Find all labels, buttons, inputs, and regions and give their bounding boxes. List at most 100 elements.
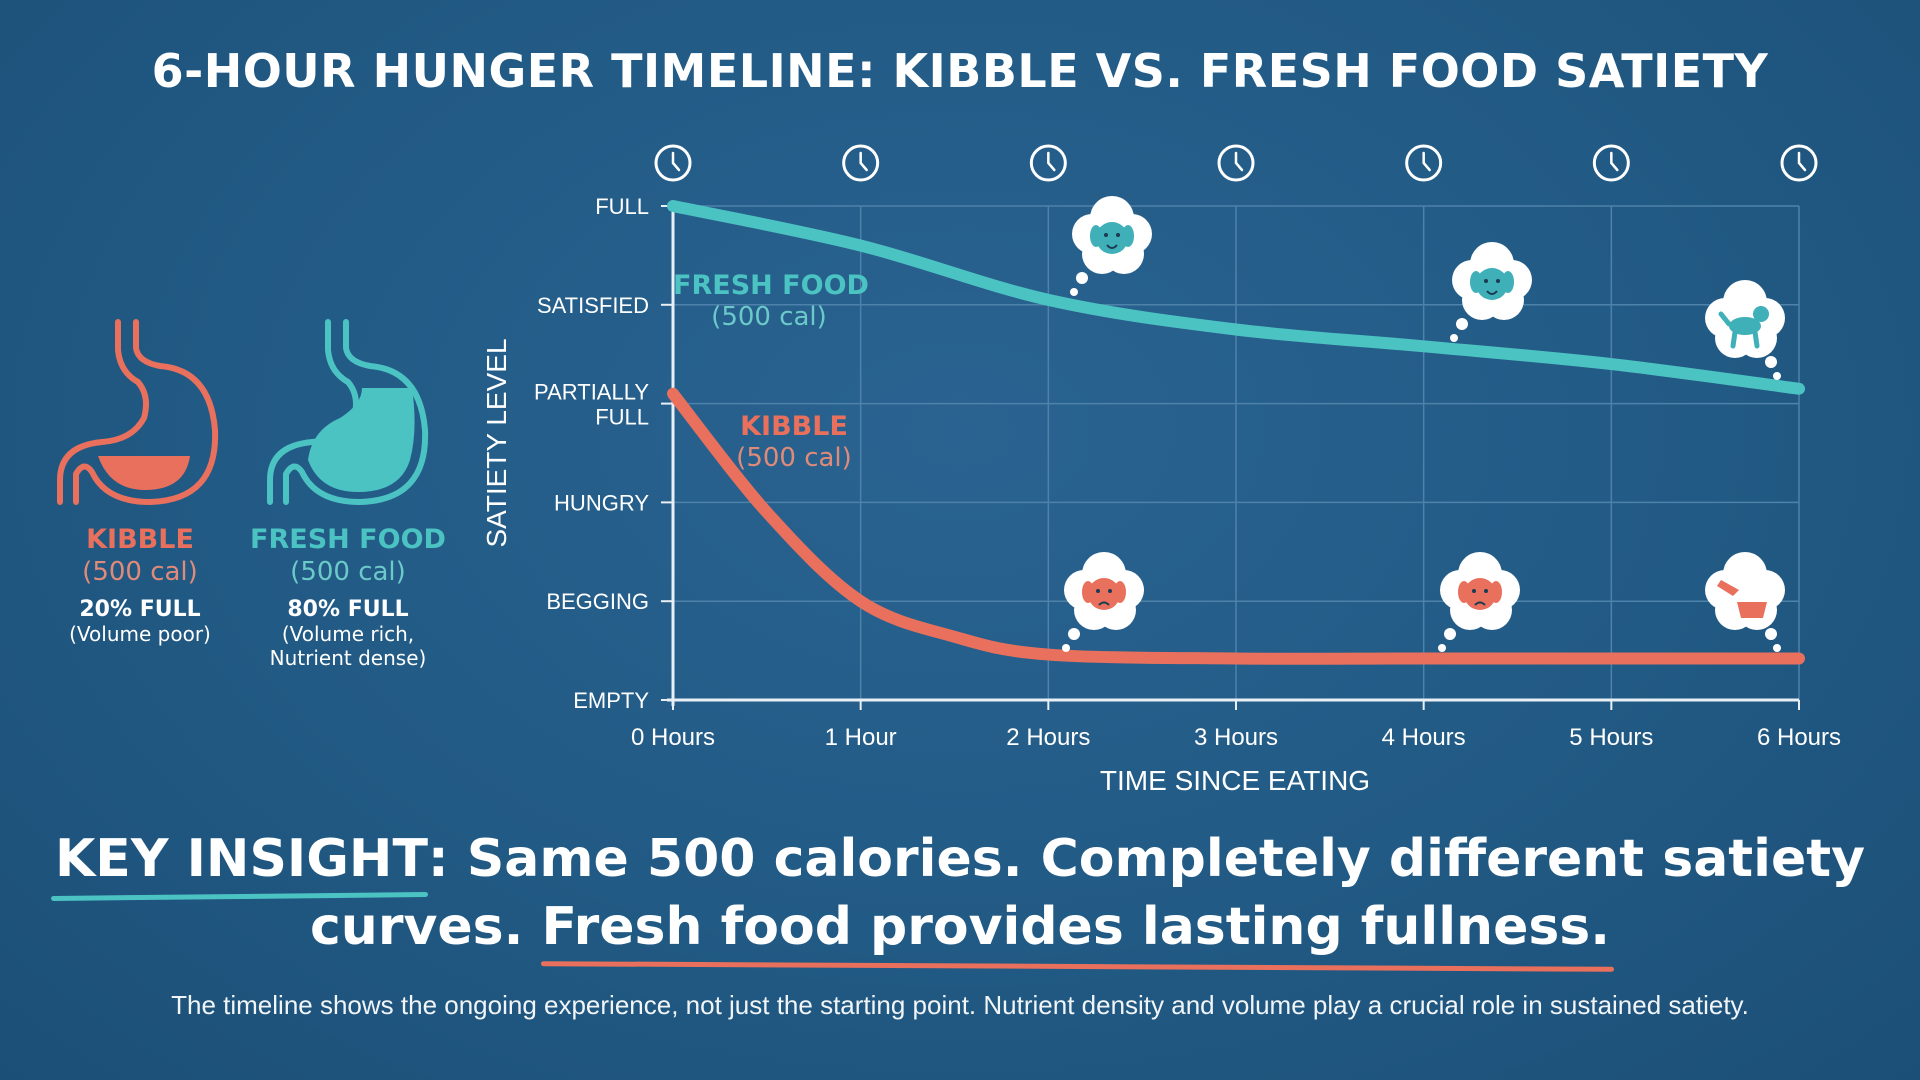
dog-mouth (1486, 290, 1498, 295)
dog-eye (1472, 589, 1476, 593)
kibble-calories: (500 cal) (82, 557, 198, 587)
chart-axes: 0 Hours 1 Hour 2 Hours 3 Hours 4 Hours 5 Hour… (481, 194, 1841, 796)
bubble-tail (1438, 644, 1446, 652)
clock-face (1405, 144, 1443, 182)
thought-bubble (1450, 242, 1532, 342)
y-tick-label: BEGGING (546, 589, 649, 614)
x-tick-label: 1 Hour (825, 724, 897, 751)
bubble-tail (1773, 372, 1781, 380)
thought-bubble (1070, 196, 1152, 296)
fresh-calories: (500 cal) (290, 557, 406, 587)
kibble-line (667, 387, 1805, 665)
fresh-food-stomach-icon (267, 319, 429, 505)
clock-face (1217, 144, 1255, 182)
bubble-tail (1765, 356, 1777, 368)
kibble-name: KIBBLE (86, 524, 194, 555)
y-tick-label: HUNGRY (554, 490, 649, 515)
thought-bubbles (1062, 196, 1785, 652)
dog-ear (1470, 271, 1482, 293)
bubble-tail (1062, 644, 1070, 652)
clock-icon (1405, 144, 1443, 182)
dog-ear (1458, 581, 1470, 603)
kibble-stomach-label: KIBBLE (500 cal) 20% FULL (Volume poor) (40, 524, 240, 646)
dog-mouth (1474, 601, 1486, 606)
clock-row (654, 144, 1818, 182)
key-insight: KEY INSIGHT: Same 500 calories. Complete… (0, 825, 1920, 961)
fresh-name: FRESH FOOD (250, 524, 446, 555)
y-tick-label-line: FULL (595, 405, 649, 430)
clock-hands (1610, 151, 1619, 172)
fresh-food-series-sublabel: (500 cal) (711, 302, 827, 332)
clock-icon (842, 144, 880, 182)
x-axis-title: TIME SINCE EATING (1100, 765, 1370, 796)
y-tick-label-line: EMPTY (573, 688, 649, 713)
dog-ear (1490, 581, 1502, 603)
fresh-note-2: Nutrient dense) (269, 646, 427, 670)
thought-bubble (1438, 552, 1520, 652)
x-tick-label: 0 Hours (631, 724, 715, 751)
thought-bubble (1705, 552, 1785, 652)
dog-ear (1082, 581, 1094, 603)
food-bag (1717, 580, 1739, 596)
bubble-tail (1450, 334, 1458, 342)
clock-face (654, 144, 692, 182)
chart-lines (667, 200, 1805, 665)
dog-mouth (1098, 601, 1110, 606)
kibble-series-label: KIBBLE (740, 411, 848, 442)
x-tick-label: 6 Hours (1757, 724, 1841, 751)
y-tick-label-line: PARTIALLY (534, 380, 649, 405)
dog-eye (1096, 589, 1100, 593)
x-tick-label: 2 Hours (1006, 724, 1090, 751)
page-title: 6-HOUR HUNGER TIMELINE: KIBBLE VS. FRESH… (151, 44, 1769, 98)
clock-hands (1234, 151, 1244, 172)
dog-face (1464, 578, 1496, 610)
clock-hands (1797, 151, 1807, 172)
y-axis-title: SATIETY LEVEL (481, 338, 512, 547)
bowl (1737, 602, 1767, 618)
bubble-tail (1773, 644, 1781, 652)
happy-dog-icon (1090, 222, 1134, 254)
y-tick-label-line: BEGGING (546, 589, 649, 614)
clock-face (1592, 144, 1630, 182)
playful-dog-icon (1718, 306, 1769, 349)
sad-dog-icon (1458, 578, 1502, 610)
fresh-note-1: (Volume rich, (281, 622, 415, 646)
clock-hands (1047, 151, 1056, 172)
fresh-food-line (667, 200, 1805, 395)
stomach-illustrations (57, 319, 429, 505)
dog-ear (1090, 225, 1102, 247)
chart-labels: FRESH FOOD(500 cal)KIBBLE(500 cal) (673, 270, 869, 473)
dog-ear (1122, 225, 1134, 247)
kibble-stomach-icon (57, 319, 219, 505)
clock-icon (654, 144, 692, 182)
y-tick-label: EMPTY (573, 688, 649, 713)
y-tick-label: SATISFIED (537, 293, 649, 318)
bubble-tail (1444, 628, 1456, 640)
fresh-stomach-label: FRESH FOOD (500 cal) 80% FULL (Volume ri… (238, 524, 458, 670)
dog-eye (1484, 589, 1488, 593)
dog-eye (1104, 233, 1108, 237)
clock-face (1029, 144, 1067, 182)
dog-eye (1108, 589, 1112, 593)
footer-note: The timeline shows the ongoing experienc… (171, 990, 1749, 1020)
dog-ear (1114, 581, 1126, 603)
x-tick-label: 5 Hours (1569, 724, 1653, 751)
kibble-series-sublabel: (500 cal) (736, 443, 852, 473)
happy-dog-icon (1470, 268, 1514, 300)
y-tick-label-line: SATISFIED (537, 293, 649, 318)
fresh-food-series-label: FRESH FOOD (673, 270, 869, 301)
clock-hands (1422, 151, 1431, 172)
dog-eye (1484, 279, 1488, 283)
bubble-tail (1765, 628, 1777, 640)
fresh-fill-label: 80% FULL (287, 597, 409, 622)
dog-eye (1496, 279, 1500, 283)
clock-face (842, 144, 880, 182)
sad-dog-icon (1082, 578, 1126, 610)
bubble-tail (1456, 318, 1468, 330)
clock-face (1780, 144, 1818, 182)
x-tick-label: 4 Hours (1382, 724, 1466, 751)
dog-legs (1718, 311, 1760, 349)
dog-face (1476, 268, 1508, 300)
y-tick-label-line: FULL (595, 194, 649, 219)
